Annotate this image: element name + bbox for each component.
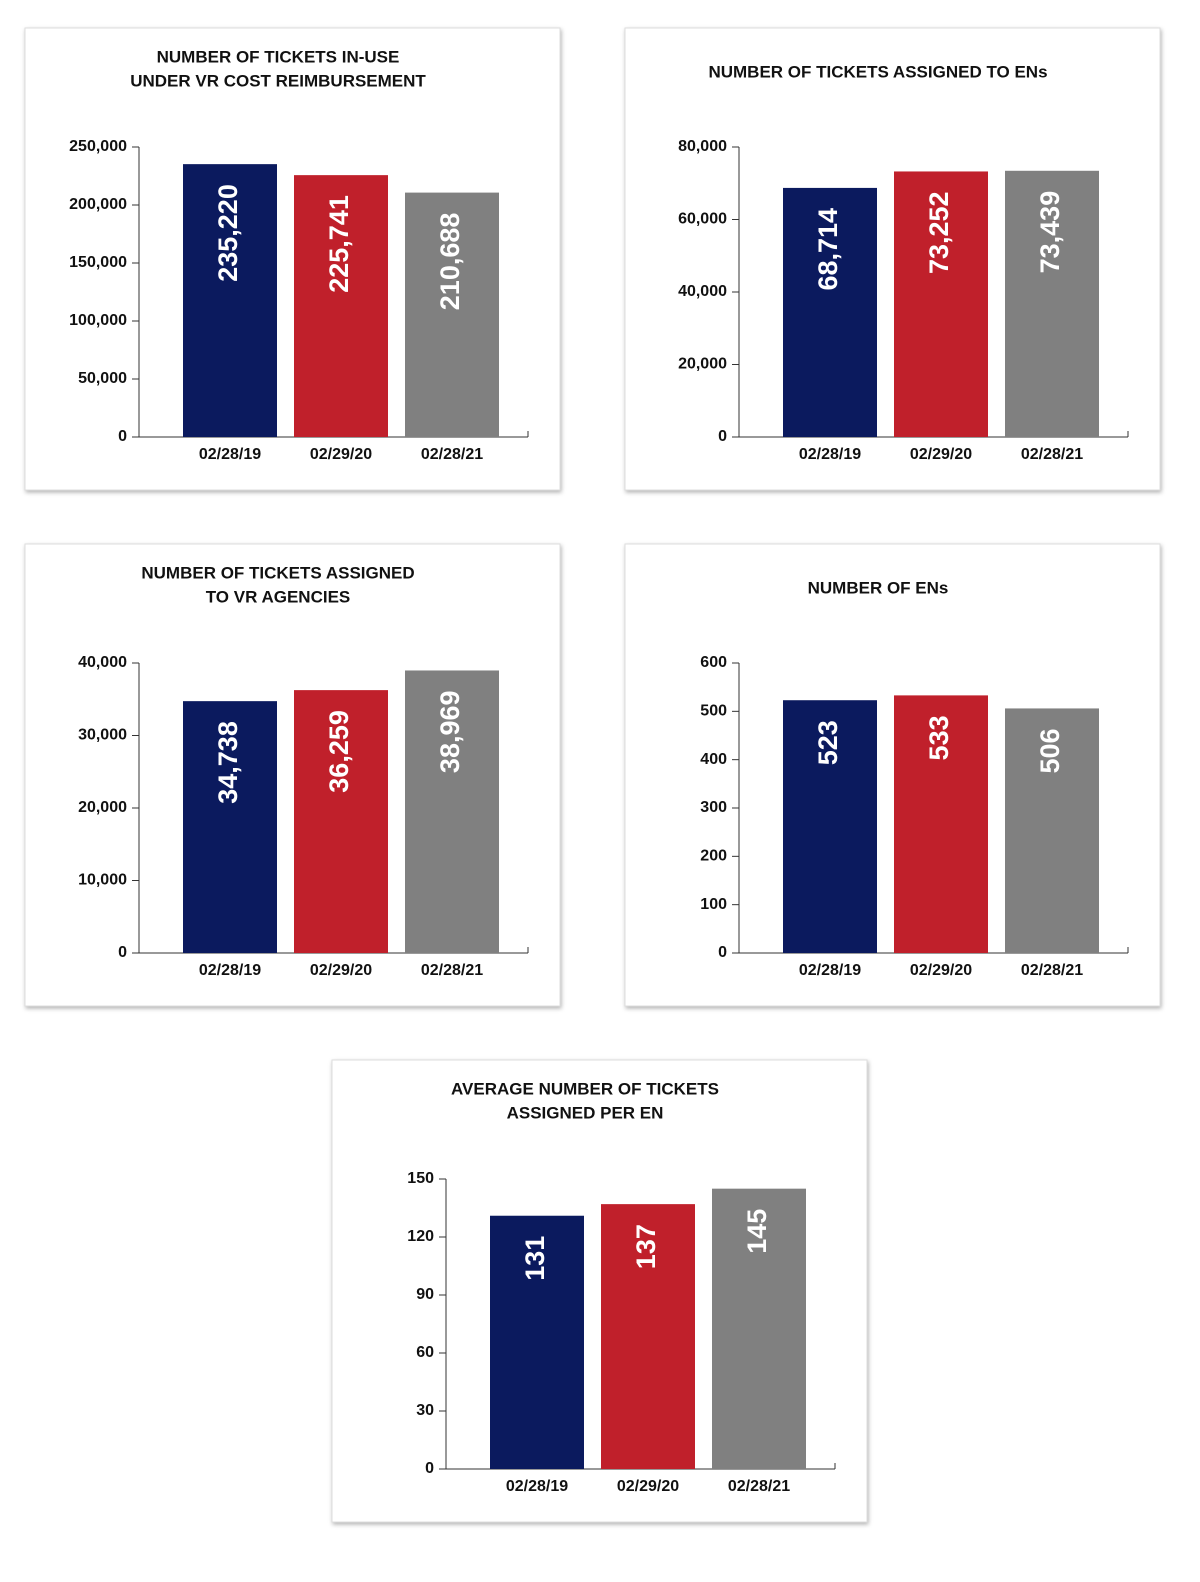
chart-title: NUMBER OF ENs [808,578,949,597]
chart-panel: NUMBER OF TICKETS IN-USE UNDER VR COST RE… [24,27,561,491]
y-tick-label: 250,000 [69,138,127,155]
y-tick-label: 100,000 [69,312,127,329]
value-label: 145 [742,1209,772,1254]
y-tick-label: 0 [718,944,727,961]
x-tick-label: 02/29/20 [310,962,372,979]
chart-panel: NUMBER OF ENs52302/28/1953302/29/2050602… [624,543,1161,1007]
x-tick-label: 02/28/21 [728,1478,790,1495]
value-label: 36,259 [324,710,354,793]
y-tick-label: 80,000 [678,138,727,155]
value-label: 137 [631,1224,661,1269]
bar [1005,170,1099,437]
chart-panel: AVERAGE NUMBER OF TICKETS ASSIGNED PER EN… [331,1059,868,1523]
y-tick-label: 60 [416,1344,434,1361]
chart-panel: NUMBER OF TICKETS ASSIGNED TO VR AGENCIES… [24,543,561,1007]
value-label: 68,714 [813,208,843,291]
y-tick-label: 40,000 [78,654,127,671]
value-label: 523 [813,720,843,765]
y-tick-label: 10,000 [78,872,127,889]
bar [601,1204,695,1469]
y-tick-label: 0 [425,1460,434,1477]
chart-title: NUMBER OF TICKETS ASSIGNED [141,563,414,582]
y-tick-label: 20,000 [678,356,727,373]
bar [894,695,988,953]
y-tick-label: 120 [407,1228,434,1245]
y-tick-label: 300 [700,799,727,816]
bar [183,164,277,437]
y-tick-label: 0 [718,428,727,445]
value-label: 506 [1035,728,1065,773]
bar [405,670,499,953]
bar [783,700,877,953]
y-tick-label: 100 [700,896,727,913]
x-tick-label: 02/28/19 [506,1478,568,1495]
value-label: 131 [520,1236,550,1281]
x-tick-label: 02/28/21 [1021,446,1083,463]
x-tick-label: 02/28/19 [199,446,261,463]
chart-panel: NUMBER OF TICKETS ASSIGNED TO ENs 68,714 0… [624,27,1161,491]
y-tick-label: 50,000 [78,370,127,387]
x-tick-label: 02/29/20 [310,446,372,463]
value-label: 225,741 [324,195,354,293]
x-tick-label: 02/28/19 [799,446,861,463]
value-label: 210,688 [435,213,465,311]
y-tick-label: 400 [700,751,727,768]
bar [405,192,499,437]
chart-title: NUMBER OF TICKETS IN-USE [157,47,400,66]
bar [712,1188,806,1469]
chart-title: AVERAGE NUMBER OF TICKETS [451,1079,719,1098]
value-label: 533 [924,715,954,760]
bar [894,171,988,438]
y-tick-label: 30,000 [78,727,127,744]
x-tick-label: 02/28/21 [421,446,483,463]
y-tick-label: 60,000 [678,211,727,228]
y-tick-label: 600 [700,654,727,671]
x-tick-label: 02/29/20 [910,962,972,979]
value-label: 38,969 [435,690,465,773]
x-tick-label: 02/29/20 [617,1478,679,1495]
bar [183,701,277,953]
y-tick-label: 150 [407,1170,434,1187]
y-tick-label: 0 [118,428,127,445]
y-tick-label: 200 [700,848,727,865]
value-label: 73,252 [924,191,954,274]
y-tick-label: 500 [700,703,727,720]
bar [1005,708,1099,953]
x-tick-label: 02/28/19 [799,962,861,979]
y-tick-label: 150,000 [69,254,127,271]
x-tick-label: 02/28/21 [1021,962,1083,979]
y-tick-label: 20,000 [78,799,127,816]
y-tick-label: 40,000 [678,283,727,300]
chart-title: TO VR AGENCIES [206,587,351,606]
x-tick-label: 02/28/21 [421,962,483,979]
bar [294,175,388,437]
x-tick-label: 02/29/20 [910,446,972,463]
value-label: 235,220 [213,184,243,282]
x-tick-label: 02/28/19 [199,962,261,979]
value-label: 34,738 [213,721,243,804]
chart-title: UNDER VR COST REIMBURSEMENT [130,71,426,90]
bar [294,690,388,953]
y-tick-label: 90 [416,1286,434,1303]
bar [490,1215,584,1469]
value-label: 73,439 [1035,191,1065,274]
y-tick-label: 30 [416,1402,434,1419]
chart-title: NUMBER OF TICKETS ASSIGNED TO ENs [708,62,1047,81]
chart-title: ASSIGNED PER EN [507,1103,664,1122]
y-tick-label: 200,000 [69,196,127,213]
bar [783,187,877,437]
y-tick-label: 0 [118,944,127,961]
